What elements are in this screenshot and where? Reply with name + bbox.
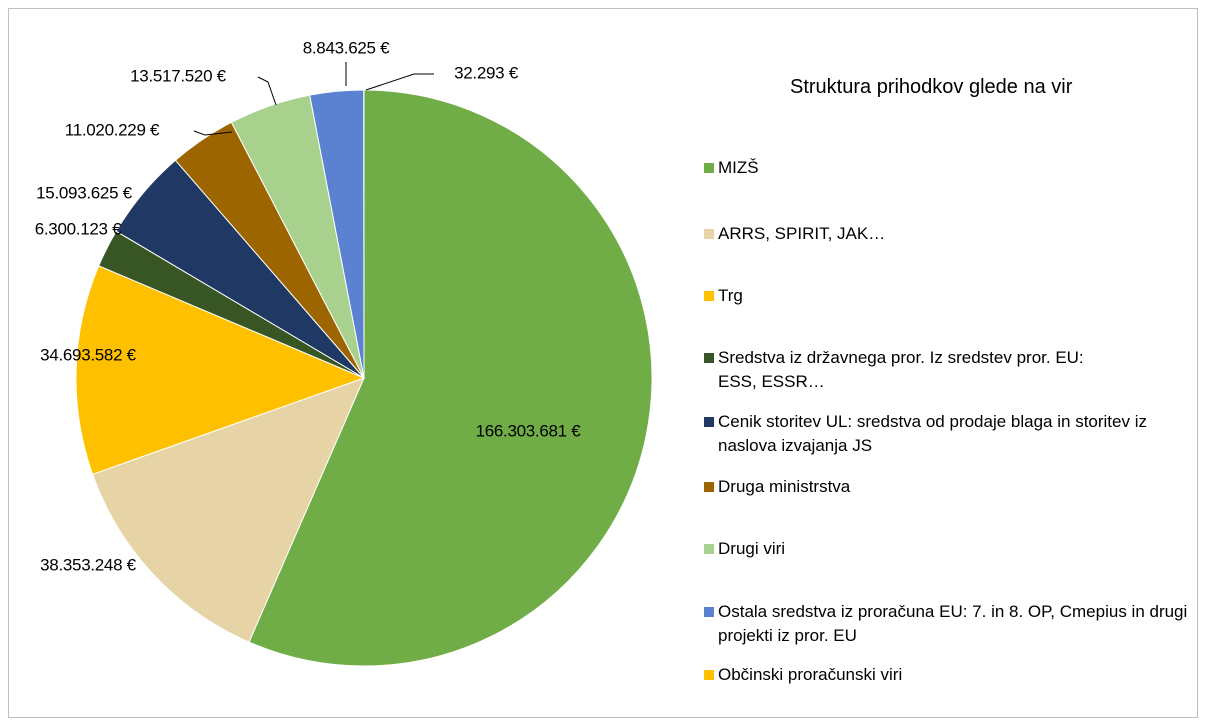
legend-swatch bbox=[704, 544, 714, 554]
legend-swatch bbox=[704, 353, 714, 363]
data-label: 8.843.625 € bbox=[303, 38, 390, 57]
data-label: 15.093.625 € bbox=[36, 183, 133, 202]
legend-item: Ostala sredstva iz proračuna EU: 7. in 8… bbox=[704, 600, 1194, 648]
chart-title: Struktura prihodkov glede na vir bbox=[790, 76, 1073, 98]
legend-label: Občinski proračunski viri bbox=[718, 665, 903, 684]
legend-item: Druga ministrstva bbox=[704, 475, 1194, 499]
legend-swatch bbox=[704, 229, 714, 239]
legend-item: Cenik storitev UL: sredstva od prodaje b… bbox=[704, 410, 1194, 458]
legend-swatch bbox=[704, 417, 714, 427]
legend-item: Občinski proračunski viri bbox=[704, 663, 1194, 687]
leader-line bbox=[257, 76, 277, 106]
data-label: 34.693.582 € bbox=[40, 345, 137, 364]
legend-label: Drugi viri bbox=[718, 539, 786, 558]
legend-label: MIZŠ bbox=[718, 158, 759, 177]
legend-item: Sredstva iz državnega pror. Iz sredstev … bbox=[704, 346, 1194, 394]
legend-label: ARRS, SPIRIT, JAK… bbox=[718, 224, 886, 243]
legend-label: Cenik storitev UL: sredstva od prodaje b… bbox=[718, 412, 1147, 455]
legend-item: Trg bbox=[704, 284, 1194, 308]
data-label: 32.293 € bbox=[454, 63, 519, 82]
legend-swatch bbox=[704, 607, 714, 617]
data-label: 11.020.229 € bbox=[65, 120, 160, 139]
legend-swatch bbox=[704, 163, 714, 173]
pie-slice bbox=[248, 89, 653, 667]
legend-swatch bbox=[704, 482, 714, 492]
legend-swatch bbox=[704, 670, 714, 680]
legend-item: Drugi viri bbox=[704, 537, 1194, 561]
legend-item: ARRS, SPIRIT, JAK… bbox=[704, 222, 1194, 246]
legend-label: Trg bbox=[718, 286, 743, 305]
data-label: 166.303.681 € bbox=[476, 421, 582, 440]
legend-label: Sredstva iz državnega pror. Iz sredstev … bbox=[718, 348, 1084, 391]
legend-swatch bbox=[704, 291, 714, 301]
leader-line bbox=[193, 130, 233, 136]
pie-slice bbox=[75, 265, 366, 475]
leader-line bbox=[365, 73, 434, 91]
data-label: 13.517.520 € bbox=[130, 66, 227, 85]
data-label: 38.353.248 € bbox=[40, 555, 137, 574]
data-label: 6.300.123 € bbox=[35, 219, 122, 238]
legend-item: MIZŠ bbox=[704, 156, 1194, 180]
chart-border bbox=[8, 8, 1198, 718]
legend-label: Ostala sredstva iz proračuna EU: 7. in 8… bbox=[718, 602, 1188, 645]
legend-label: Druga ministrstva bbox=[718, 477, 851, 496]
pie-slice bbox=[91, 377, 365, 643]
